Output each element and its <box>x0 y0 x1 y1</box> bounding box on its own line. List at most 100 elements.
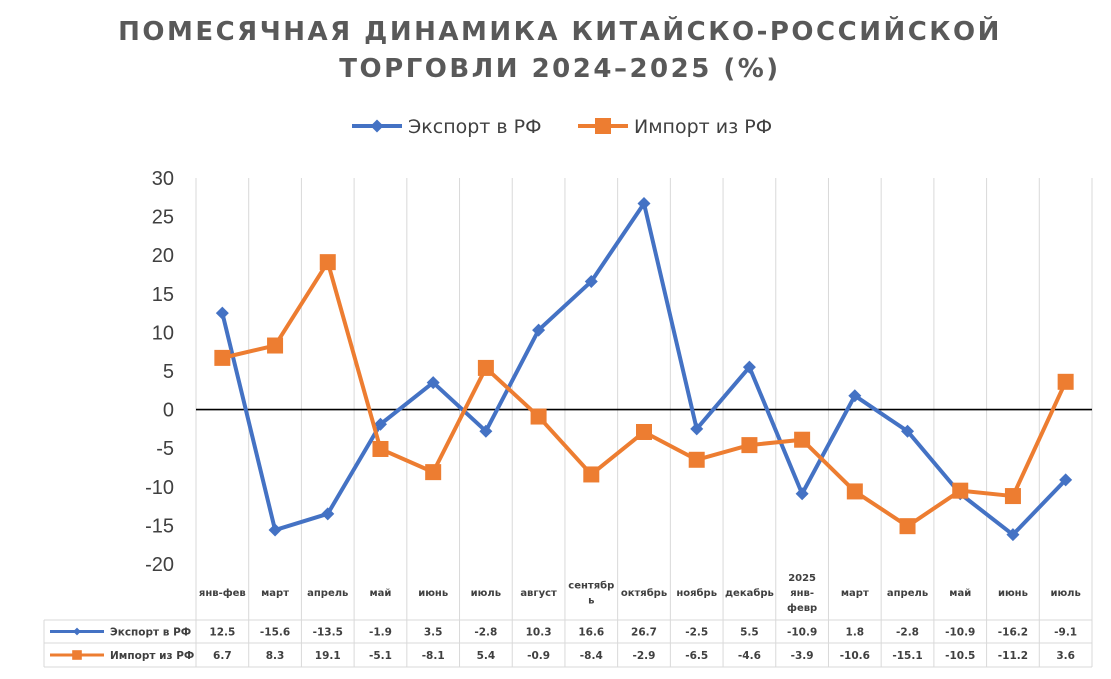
x-category-label: октябрь <box>621 587 667 599</box>
data-point <box>794 431 811 448</box>
x-category-label: июнь <box>418 588 448 599</box>
x-category-label: май <box>949 588 971 599</box>
y-tick-label: 25 <box>152 207 174 229</box>
table-cell-value: 5.5 <box>740 627 759 639</box>
y-tick-label: -15 <box>145 515 174 537</box>
table-cell-value: -10.5 <box>945 650 975 662</box>
legend: Экспорт в РФ Импорт из РФ <box>352 116 772 138</box>
y-tick-label: 0 <box>163 400 174 422</box>
x-category-label: ь <box>588 596 594 607</box>
data-point <box>901 424 915 438</box>
table-cell-value: 12.5 <box>209 627 235 639</box>
x-category-label: август <box>520 588 557 599</box>
data-point <box>426 376 440 390</box>
x-category-label: февр <box>787 602 817 614</box>
data-point <box>742 360 756 374</box>
table-cell-value: -6.5 <box>685 650 708 662</box>
table-cell-value: -0.9 <box>527 650 550 662</box>
data-point <box>372 440 389 457</box>
table-legend-key-marker <box>72 650 82 660</box>
x-category-label: май <box>370 588 392 599</box>
data-point <box>899 518 916 535</box>
table-cell-value: -1.9 <box>369 627 392 639</box>
table-cell-value: -8.1 <box>422 650 445 662</box>
data-point <box>373 417 387 431</box>
table-cell-value: 6.7 <box>213 650 232 662</box>
data-point <box>741 437 758 454</box>
table-cell-value: -15.6 <box>260 627 290 639</box>
table-cell-value: -2.8 <box>896 627 919 639</box>
x-category-label: сентябр <box>568 580 614 592</box>
data-point <box>215 306 229 320</box>
table-cell-value: -3.9 <box>791 650 814 662</box>
gridlines <box>195 178 1093 620</box>
table-cell-value: -5.1 <box>369 650 392 662</box>
table-row-label: Экспорт в РФ <box>110 627 191 639</box>
chart-title: ПОМЕСЯЧНАЯ ДИНАМИКА КИТАЙСКО-РОССИЙСКОЙ … <box>118 15 1002 84</box>
y-tick-label: -20 <box>145 554 174 576</box>
chart-title-line-1: ПОМЕСЯЧНАЯ ДИНАМИКА КИТАЙСКО-РОССИЙСКОЙ <box>118 15 1002 47</box>
table-cell-value: 19.1 <box>315 650 341 662</box>
table-cell-value: -16.2 <box>998 627 1028 639</box>
table-cell-value: -15.1 <box>892 650 922 662</box>
x-category-label: июнь <box>998 588 1028 599</box>
y-tick-label: -10 <box>145 477 174 499</box>
data-point <box>477 359 494 376</box>
x-category-label: апрель <box>307 588 348 599</box>
data-point <box>583 466 600 483</box>
table-cell-value: -11.2 <box>998 650 1028 662</box>
data-point <box>321 507 335 521</box>
data-point <box>425 464 442 481</box>
data-point <box>584 274 598 288</box>
data-point <box>637 196 651 210</box>
table-cell-value: -8.4 <box>580 650 603 662</box>
x-category-label: янв-фев <box>199 587 246 599</box>
x-category-label: июль <box>471 588 501 599</box>
x-category-label: янв- <box>790 588 814 599</box>
data-point <box>1059 473 1073 487</box>
y-tick-label: 15 <box>152 284 174 306</box>
legend-entry-label: Экспорт в РФ <box>408 116 541 138</box>
table-cell-value: 3.5 <box>424 627 443 639</box>
data-point <box>479 424 493 438</box>
table-cell-value: 8.3 <box>266 650 285 662</box>
data-point <box>1057 373 1074 390</box>
series-line <box>220 201 1068 537</box>
y-tick-label: 30 <box>152 168 174 190</box>
chart-title-line-2: ТОРГОВЛИ 2024–2025 (%) <box>339 54 780 84</box>
data-point <box>636 423 652 440</box>
data-table: янв-фев март апрель май июнь июль август сентяб… <box>43 573 1093 668</box>
legend-key-marker <box>370 119 384 133</box>
table-cell-value: -10.6 <box>840 650 870 662</box>
table-cell-value: 3.6 <box>1056 650 1075 662</box>
data-point <box>846 483 863 500</box>
x-category-label: 2025 <box>788 573 816 584</box>
table-cell-value: 16.6 <box>578 627 604 639</box>
x-category-label: июль <box>1050 588 1080 599</box>
table-cell-value: 10.3 <box>526 627 552 639</box>
data-point <box>214 349 231 366</box>
data-point <box>688 451 705 468</box>
x-category-label: декабрь <box>725 587 774 599</box>
x-category-label: март <box>261 588 289 599</box>
data-point <box>532 323 546 337</box>
table-cell-value: -9.1 <box>1054 627 1077 639</box>
table-cell-value: -4.6 <box>738 650 761 662</box>
table-cell-value: 1.8 <box>846 627 865 639</box>
data-point <box>530 408 547 425</box>
data-point <box>1006 528 1020 542</box>
table-cell-value: -13.5 <box>313 627 343 639</box>
y-tick-label: -5 <box>156 438 174 460</box>
table-cell-value: -2.5 <box>685 627 708 639</box>
y-tick-label: 20 <box>152 245 174 267</box>
x-category-label: март <box>841 588 869 599</box>
series-layer <box>214 196 1074 542</box>
series-line <box>221 260 1068 529</box>
data-point <box>1004 488 1021 505</box>
data-point <box>795 487 809 501</box>
table-row-label: Импорт из РФ <box>110 650 194 662</box>
table-legend-key-marker <box>73 627 81 636</box>
legend-key-marker <box>595 118 611 134</box>
table-cell-value: 26.7 <box>631 627 657 639</box>
